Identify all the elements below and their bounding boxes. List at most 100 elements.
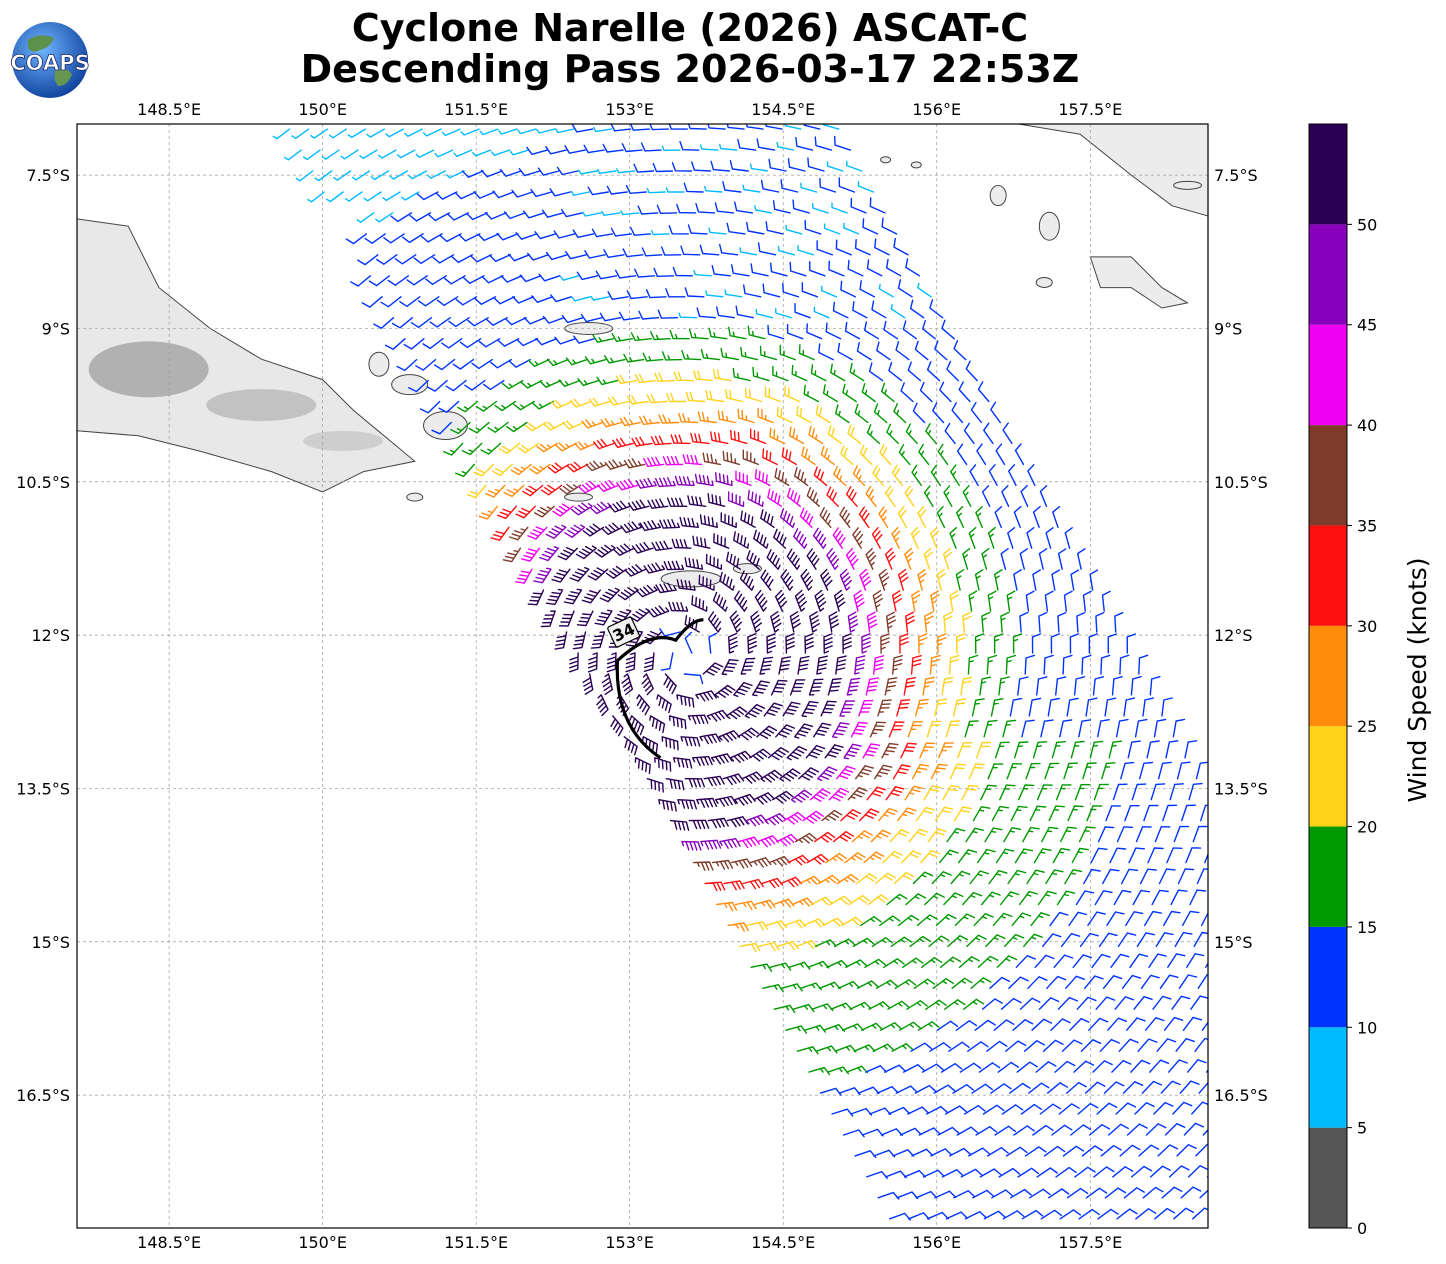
wind-barb-634 xyxy=(664,561,683,569)
wind-barb-1428 xyxy=(1059,1104,1079,1114)
wind-barb-1523 xyxy=(1132,1167,1152,1177)
wind-barb-616 xyxy=(892,528,900,549)
wind-barb-393 xyxy=(552,400,573,408)
wind-barb-344 xyxy=(741,347,758,359)
wind-barb-657 xyxy=(547,590,563,605)
wind-barb-732 xyxy=(868,612,877,632)
wind-barb-994 xyxy=(822,811,842,821)
wind-barb-1140 xyxy=(785,920,806,928)
wind-barb-140 xyxy=(735,202,753,213)
wind-barb-1589 xyxy=(1231,1208,1250,1219)
wind-barb-310 xyxy=(651,332,670,340)
wind-barb-1361 xyxy=(942,1064,962,1072)
wind-barb-308 xyxy=(612,334,632,341)
wind-barb-1338 xyxy=(1081,1040,1100,1051)
wind-barb-649 xyxy=(963,549,970,570)
wind-barb-971 xyxy=(943,786,959,800)
wind-barb-1524 xyxy=(1151,1166,1171,1177)
wind-barb-389 xyxy=(476,402,496,412)
wind-barb-1285 xyxy=(1229,996,1246,1009)
wind-barb-465 xyxy=(809,426,822,443)
wind-barb-1160 xyxy=(1164,912,1180,926)
wind-barb-408 xyxy=(843,384,856,401)
wind-barb-449 xyxy=(500,443,520,453)
wind-barb-1489 xyxy=(1063,1146,1083,1156)
wind-barb-426 xyxy=(620,418,640,426)
wind-barb-458 xyxy=(671,435,690,443)
wind-barb-1331 xyxy=(949,1042,969,1051)
wind-barb-226 xyxy=(732,265,749,276)
wind-barb-987 xyxy=(689,820,708,828)
wind-barb-41 xyxy=(492,150,510,155)
wind-barb-1339 xyxy=(1100,1040,1119,1052)
wind-barb-998 xyxy=(898,808,916,821)
wind-barb-273 xyxy=(506,318,527,325)
wind-barb-778 xyxy=(622,674,632,695)
wind-barb-1083 xyxy=(838,875,858,884)
wind-barb-1312 xyxy=(1165,1018,1183,1031)
wind-barb-144 xyxy=(813,204,828,213)
wind-barb-655 xyxy=(1078,549,1085,569)
wind-barb-358 xyxy=(446,381,466,391)
wind-barb-974 xyxy=(1000,785,1015,800)
wind-barb-806 xyxy=(597,695,608,716)
wind-barb-304 xyxy=(536,338,557,344)
wind-barb-789 xyxy=(836,656,846,674)
wind-barb-1344 xyxy=(1195,1039,1213,1052)
wind-barb-263 xyxy=(879,285,893,297)
colorbar-tick-3: 15 xyxy=(1357,918,1377,937)
wind-barb-1038 xyxy=(1099,827,1114,842)
wind-barb-953 xyxy=(1159,762,1172,778)
wind-barb-213 xyxy=(482,276,503,283)
wind-barb-1345 xyxy=(1214,1038,1232,1051)
wind-barb-770 xyxy=(1033,634,1041,653)
wind-barb-1130 xyxy=(1171,890,1187,904)
solomon-island-5 xyxy=(1174,181,1202,189)
wind-barb-1292 xyxy=(786,1026,806,1033)
wind-barb-852 xyxy=(916,700,929,716)
wind-barb-1490 xyxy=(1082,1146,1102,1156)
wind-barb-899 xyxy=(693,757,712,766)
wind-barb-647 xyxy=(924,549,932,570)
wind-barb-1403 xyxy=(1161,1081,1180,1093)
wind-barb-1301 xyxy=(956,1021,976,1030)
wind-barb-1429 xyxy=(1078,1104,1098,1114)
wind-barb-1061 xyxy=(978,850,996,863)
wind-barb-640 xyxy=(787,549,799,569)
wind-barb-1569 xyxy=(1427,1185,1445,1198)
wind-barb-1154 xyxy=(1050,913,1068,926)
wind-barb-1214 xyxy=(1035,955,1054,967)
wind-barb-1067 xyxy=(1091,848,1107,862)
wind-barb-727 xyxy=(771,612,781,632)
wind-barb-1249 xyxy=(1123,976,1141,989)
wind-barb-544 xyxy=(629,500,649,510)
wind-barb-1310 xyxy=(1127,1018,1145,1030)
wind-barb-937 xyxy=(856,766,874,779)
wind-barb-750 xyxy=(644,653,654,671)
wind-barb-950 xyxy=(1102,763,1115,779)
wind-barb-1097 xyxy=(1103,870,1119,884)
wind-barb-1544 xyxy=(954,1191,975,1198)
wind-barb-751 xyxy=(661,653,672,670)
wind-barb-906 xyxy=(825,745,843,758)
wind-barb-1216 xyxy=(1073,955,1091,967)
wind-barb-574 xyxy=(640,521,660,531)
wind-barb-956 xyxy=(659,800,676,811)
wind-barb-827 xyxy=(999,677,1009,695)
wind-barb-180 xyxy=(414,255,434,263)
wind-barb-1393 xyxy=(972,1084,992,1093)
wind-barb-1218 xyxy=(1111,954,1129,967)
wind-barb-1455 xyxy=(995,1126,1015,1135)
wind-barb-894 xyxy=(1155,720,1166,737)
wind-barb-829 xyxy=(1037,677,1047,695)
y-tick-left-3: 12°S xyxy=(31,626,70,645)
wind-barb-198 xyxy=(759,243,776,255)
wind-barb-888 xyxy=(1041,720,1053,737)
wind-barb-1572 xyxy=(909,1213,930,1219)
wind-barb-505 xyxy=(1016,444,1024,465)
wind-barb-1390 xyxy=(915,1086,936,1094)
wind-barb-821 xyxy=(885,678,897,695)
wind-barb-11 xyxy=(480,129,498,134)
wind-barb-924 xyxy=(1166,741,1178,758)
wind-barb-1032 xyxy=(985,828,1002,842)
